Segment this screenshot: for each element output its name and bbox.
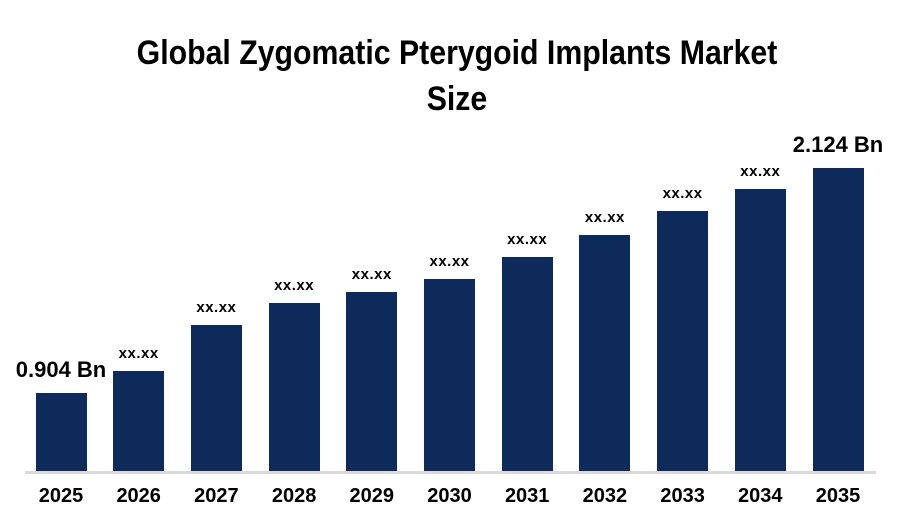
year-label-2034: 2034 (738, 485, 783, 507)
year-label-2032: 2032 (582, 485, 628, 507)
value-label-2028: xx.xx (274, 276, 315, 294)
value-label-2031: xx.xx (507, 230, 548, 248)
value-label-2030: xx.xx (429, 252, 470, 270)
bar-2027 (190, 325, 242, 471)
bar-2034 (734, 189, 786, 471)
bar-2028 (268, 303, 320, 471)
bar-2030 (424, 279, 475, 471)
x-axis-line (25, 471, 876, 474)
value-label-2033: xx.xx (662, 184, 703, 202)
year-label-2033: 2033 (660, 485, 705, 507)
year-label-2029: 2029 (349, 485, 395, 507)
value-label-2034: xx.xx (740, 162, 781, 180)
value-label-2029: xx.xx (351, 265, 392, 283)
bar-2035 (812, 168, 864, 471)
chart-title: Global Zygomatic Pterygoid Implants Mark… (7, 30, 900, 122)
year-label-2031: 2031 (504, 485, 550, 507)
value-label-2032: xx.xx (584, 208, 625, 226)
bar-2026 (113, 371, 165, 471)
value-label-2025: 0.904 Bn (15, 356, 107, 382)
year-label-2026: 2026 (116, 485, 161, 507)
year-label-2030: 2030 (427, 485, 472, 507)
year-label-2027: 2027 (194, 485, 239, 507)
bar-2031 (501, 257, 553, 471)
year-label-2028: 2028 (271, 485, 317, 507)
value-label-2027: xx.xx (196, 298, 237, 316)
year-label-2025: 2025 (38, 485, 84, 507)
value-label-2035: 2.124 Bn (792, 131, 884, 157)
bar-2029 (346, 292, 398, 471)
bar-2032 (579, 235, 631, 471)
bar-2033 (657, 211, 709, 471)
value-label-2026: xx.xx (118, 344, 159, 362)
chart-title-line-2: Size (426, 80, 488, 118)
chart-title-line-1: Global Zygomatic Pterygoid Implants Mark… (136, 34, 778, 72)
bar-2025 (35, 393, 87, 471)
year-label-2035: 2035 (815, 485, 861, 507)
